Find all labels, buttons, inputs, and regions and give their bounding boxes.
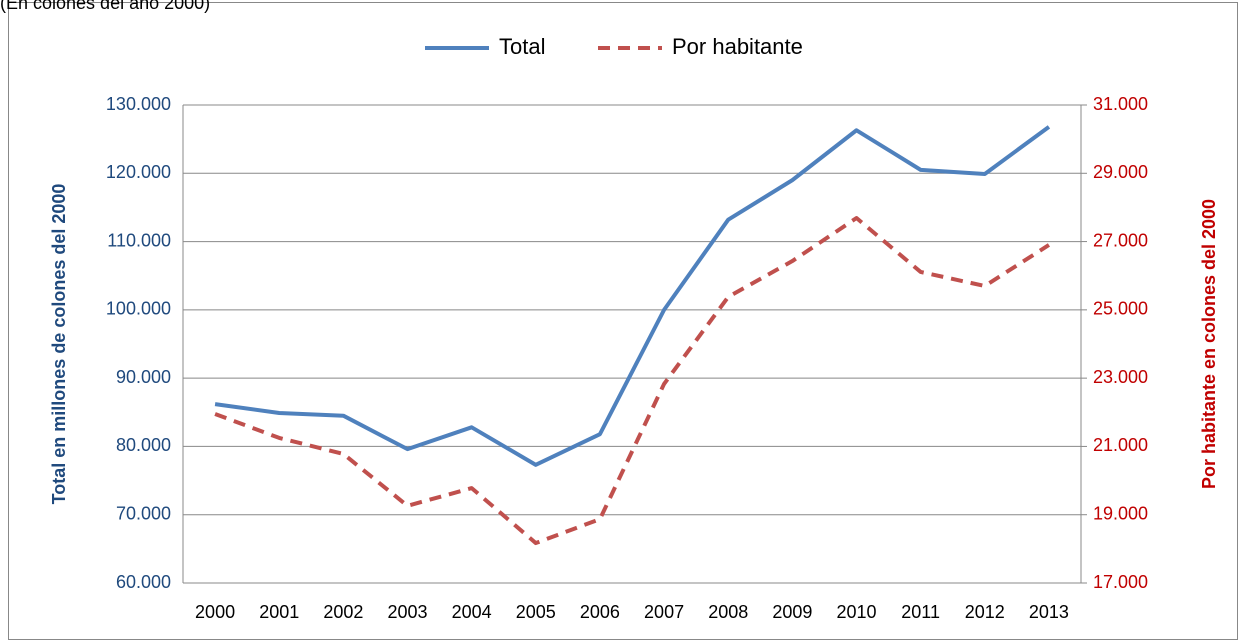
y-tick-label: 90.000: [116, 367, 171, 387]
x-tick-label: 2008: [708, 602, 748, 622]
x-tick-label: 2005: [516, 602, 556, 622]
y2-tick-label: 31.000: [1093, 94, 1148, 114]
legend-label: Por habitante: [672, 34, 803, 59]
series-line: [214, 216, 1051, 546]
y-tick-label: 100.000: [106, 299, 171, 319]
x-tick-label: 2013: [1029, 602, 1069, 622]
x-tick-label: 2002: [323, 602, 363, 622]
x-tick-label: 2010: [836, 602, 876, 622]
x-tick-label: 2006: [580, 602, 620, 622]
y2-tick-label: 23.000: [1093, 367, 1148, 387]
y2-tick-label: 21.000: [1093, 435, 1148, 455]
x-tick-label: 2001: [259, 602, 299, 622]
y2-tick-label: 25.000: [1093, 299, 1148, 319]
y2-tick-label: 29.000: [1093, 162, 1148, 182]
x-tick-label: 2007: [644, 602, 684, 622]
x-tick-label: 2000: [195, 602, 235, 622]
series-line: [214, 125, 1051, 467]
y2-tick-label: 27.000: [1093, 230, 1148, 250]
y2-axis-title: Por habitante en colones del 2000: [1199, 199, 1219, 489]
x-tick-label: 2004: [452, 602, 492, 622]
y2-tick-label: 17.000: [1093, 572, 1148, 592]
chart-border: [8, 2, 1238, 640]
x-tick-label: 2009: [772, 602, 812, 622]
y2-tick-label: 19.000: [1093, 503, 1148, 523]
legend-label: Total: [499, 34, 545, 59]
x-tick-label: 2012: [965, 602, 1005, 622]
y-tick-label: 80.000: [116, 435, 171, 455]
y-tick-label: 130.000: [106, 94, 171, 114]
x-tick-label: 2011: [901, 602, 940, 622]
y-tick-label: 120.000: [106, 162, 171, 182]
y-tick-label: 70.000: [116, 503, 171, 523]
y-tick-label: 60.000: [116, 572, 171, 592]
x-tick-label: 2003: [387, 602, 427, 622]
y-tick-label: 110.000: [107, 230, 171, 250]
chart-subtitle: (En colones del año 2000): [0, 0, 210, 13]
y-axis-title: Total en millones de colones del 2000: [49, 184, 69, 505]
